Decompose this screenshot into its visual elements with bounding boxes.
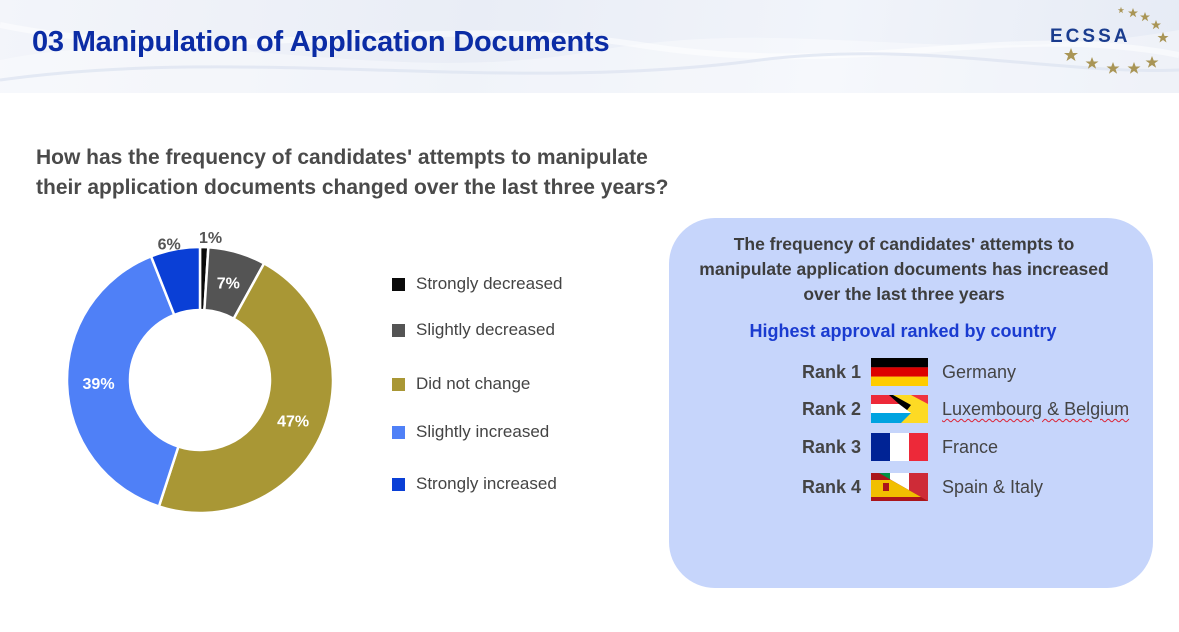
panel-heading-line: manipulate application documents has inc… [699,259,1109,279]
rank-label: Rank 1 [801,362,861,382]
legend-label: Slightly increased [416,422,550,441]
slice-data-label: 47% [277,413,309,430]
legend-item: Slightly increased [392,421,549,443]
slice-data-label: 6% [158,237,181,254]
chart-question: How has the frequency of candidates' att… [36,146,669,199]
donut-chart-svg: 1% 7% 47% 39% 6% [65,230,335,515]
header-banner: 03 Manipulation of Application Documents… [0,0,1179,93]
legend-swatch [392,377,405,391]
france-flag-icon [871,433,928,461]
rank-label: Rank 3 [801,437,861,457]
rank-row: Rank 3 France [669,433,1153,463]
rank-label: Rank 2 [801,399,861,419]
rank-country: Germany [942,362,1017,382]
summary-panel: The frequency of candidates' attempts to… [669,218,1153,588]
legend-item: Strongly increased [392,473,557,495]
logo-text: ECSSA [1050,26,1131,47]
chart-legend: Strongly decreased Slightly decreased Did … [392,270,642,500]
rank-label: Rank 4 [801,477,861,497]
legend-item: Did not change [392,373,530,395]
legend-label: Strongly decreased [416,274,563,293]
page-title: 03 Manipulation of Application Documents [32,26,610,58]
star-arc-icon [1064,6,1169,74]
germany-flag-icon [871,358,928,386]
legend-swatch [392,323,405,337]
rank-row: Rank 4 Spain & Italy [669,473,1153,503]
legend-item: Strongly decreased [392,273,562,295]
panel-heading-line: over the last three years [803,284,1005,304]
rank-country: France [942,437,999,457]
slice-data-label: 1% [199,230,222,247]
rank-country-text: Luxembourg & Belgium [942,399,1130,419]
panel-heading: The frequency of candidates' attempts to… [669,232,1139,307]
spain-italy-flag-icon [871,473,928,501]
donut-slice-slightly-increased [65,254,180,509]
legend-item: Slightly decreased [392,319,555,341]
slice-data-label: 7% [217,276,240,293]
legend-swatch [392,477,405,491]
rank-row: Rank 2 Luxembourg & Belgium [669,395,1153,425]
panel-heading-line: The frequency of candidates' attempts to [733,234,1075,254]
donut-slice-strongly-increased [149,245,202,317]
rank-country: Spain & Italy [942,477,1044,497]
luxembourg-belgium-flag-icon [871,395,928,423]
wave-background [0,22,1179,93]
legend-swatch [392,277,405,291]
donut-chart: 1% 7% 47% 39% 6% [60,230,340,520]
legend-swatch [392,425,405,439]
rank-row: Rank 1 Germany [669,358,1153,388]
panel-subheading: Highest approval ranked by country [749,321,1057,341]
rank-country: Luxembourg & Belgium [942,399,1129,420]
legend-label: Did not change [416,374,531,393]
ecssa-logo: ECSSA [1045,2,1175,82]
legend-label: Slightly decreased [416,320,555,339]
donut-slice-did-not-change [157,261,335,515]
legend-label: Strongly increased [416,474,557,493]
slice-data-label: 39% [83,376,115,393]
